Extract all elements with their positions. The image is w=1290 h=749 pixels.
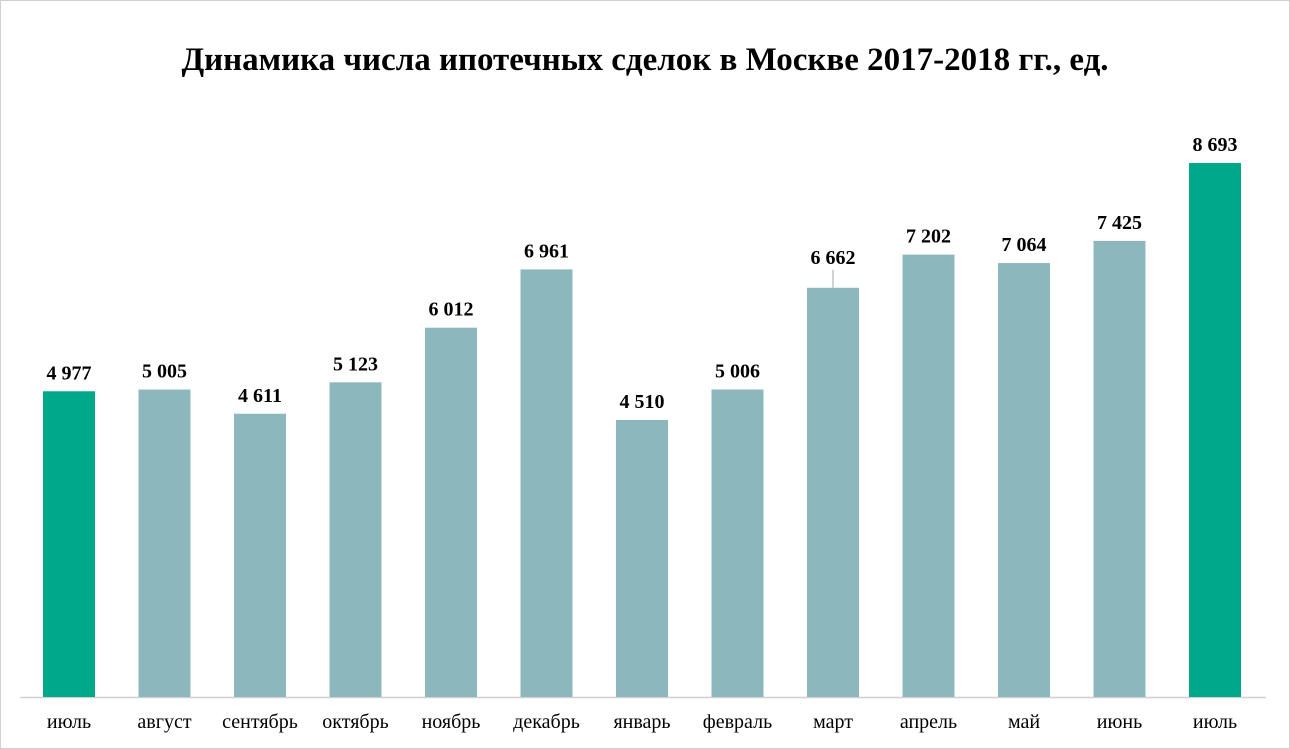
bar-7 <box>711 389 764 697</box>
bar-11 <box>1093 240 1146 697</box>
bar-6 <box>616 419 668 697</box>
chart-title: Динамика числа ипотечных сделок в Москве… <box>181 42 1109 78</box>
value-label-9: 7 202 <box>906 226 951 248</box>
category-label-0: июль <box>47 711 91 733</box>
bar-12 <box>1189 163 1241 697</box>
category-label-9: апрель <box>900 711 957 733</box>
value-label-11: 7 425 <box>1097 212 1142 234</box>
value-label-7: 5 006 <box>715 360 760 382</box>
category-label-2: сентябрь <box>222 711 298 733</box>
value-label-12: 8 693 <box>1193 134 1238 156</box>
bar-0 <box>43 391 95 697</box>
category-label-7: февраль <box>703 711 772 733</box>
category-label-6: январь <box>613 711 670 733</box>
category-label-12: июль <box>1193 711 1237 733</box>
bar-1 <box>138 389 191 697</box>
bar-3 <box>329 382 382 697</box>
value-label-1: 5 005 <box>142 361 187 383</box>
bar-5 <box>520 269 573 697</box>
value-label-5: 6 961 <box>524 240 569 262</box>
value-label-6: 4 510 <box>620 391 665 413</box>
value-label-10: 7 064 <box>1002 234 1047 256</box>
category-label-1: август <box>137 711 191 733</box>
bar-8 <box>807 287 859 697</box>
category-label-4: ноябрь <box>422 711 481 733</box>
value-label-3: 5 123 <box>333 353 378 375</box>
value-label-8: 6 662 <box>811 247 856 269</box>
bar-2 <box>234 413 286 697</box>
value-label-2: 4 611 <box>238 385 282 407</box>
category-label-8: март <box>813 711 853 733</box>
category-label-10: май <box>1008 711 1040 733</box>
value-label-0: 4 977 <box>47 362 92 384</box>
bar-4 <box>425 327 477 697</box>
bar-9 <box>902 254 955 697</box>
value-label-4: 6 012 <box>429 299 474 321</box>
category-label-3: октябрь <box>322 711 388 733</box>
category-label-11: июнь <box>1097 711 1142 733</box>
bar-10 <box>998 263 1050 697</box>
category-label-5: декабрь <box>513 711 580 733</box>
